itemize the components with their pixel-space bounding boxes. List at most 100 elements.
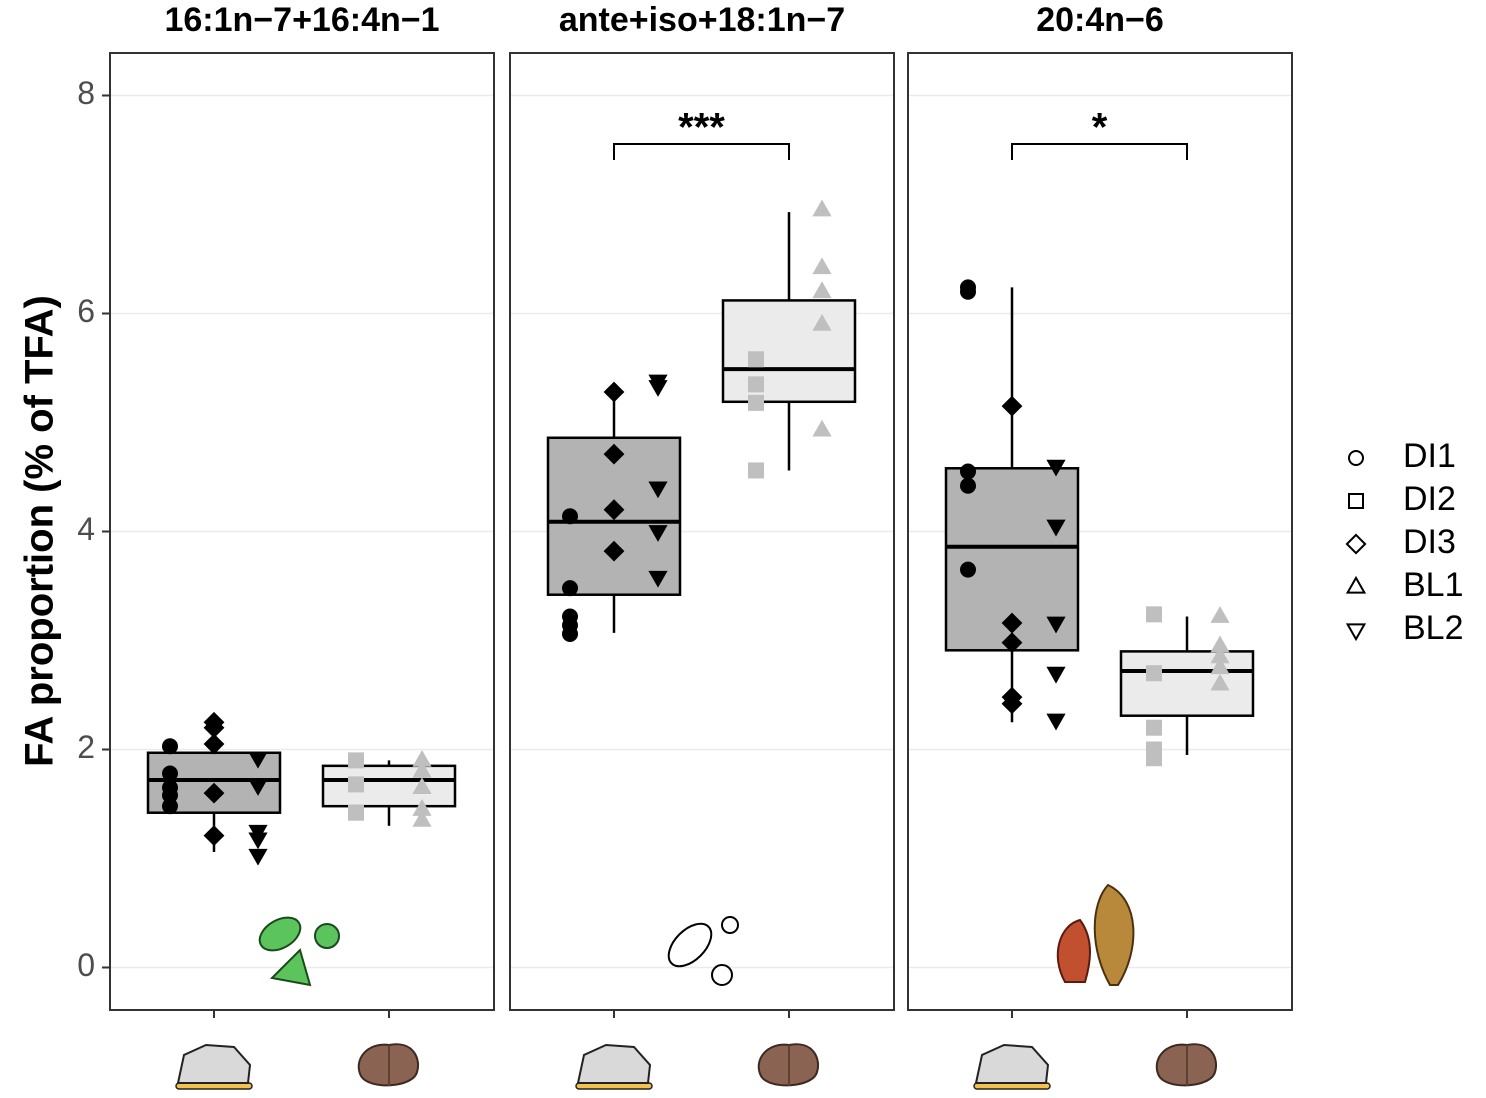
box [321,764,457,808]
point [348,804,364,821]
y-tick-label: 2 [77,729,95,765]
facet-title: 16:1n−7+16:4n−1 [164,1,439,39]
legend-symbol [1345,575,1367,594]
point [1046,616,1066,634]
point [812,281,832,299]
rock-icon [176,1043,252,1084]
legend-label: DI1 [1403,437,1456,475]
point [1210,657,1230,675]
legend-symbol [1345,623,1367,642]
point [1046,459,1066,477]
point [812,199,832,217]
point [248,751,268,769]
legend-label: BL1 [1403,566,1464,604]
panel-border [907,52,1293,1011]
point [1210,606,1230,623]
bacteria-icon [721,916,739,934]
panel-border [509,52,895,1011]
legend-label: DI3 [1403,523,1456,561]
point [203,733,225,755]
point [603,499,625,521]
legend-symbol [1348,450,1364,466]
point [1046,519,1066,537]
rock-icon [974,1043,1050,1084]
point [648,481,668,499]
point [562,508,578,525]
y-tick-label: 8 [77,75,95,111]
bacteria-icon [711,964,733,986]
algae-icon [258,916,302,952]
point [412,777,432,795]
significance-bracket [1011,143,1188,160]
point [412,760,432,778]
point [1146,665,1162,682]
legend-label: DI2 [1403,480,1456,518]
point [412,749,432,767]
point [1146,606,1162,623]
point [1001,632,1023,654]
seaweed-icon [1093,883,1135,986]
point [812,314,832,331]
point [748,462,764,479]
point [812,257,832,275]
point [162,738,178,755]
point [412,799,432,816]
point [1146,750,1162,767]
point [960,463,976,480]
point [648,525,668,542]
point [812,419,832,437]
point [960,283,976,300]
point [1046,666,1066,684]
point [1210,635,1230,653]
significance-bracket [613,143,790,160]
y-tick-label: 4 [77,511,95,547]
point [248,832,268,850]
algae-icon [314,923,340,949]
point [203,782,225,804]
legend-symbol [1345,533,1367,555]
y-tick-label: 6 [77,293,95,329]
point [562,580,578,597]
facet-title: 20:4n−6 [1036,1,1164,39]
point [1146,719,1162,736]
point [348,776,364,793]
significance-label: * [1092,106,1108,150]
point [203,825,225,847]
point [562,625,578,642]
point [1210,673,1230,691]
box [1119,650,1255,717]
point [1001,395,1023,417]
bacteria-icon [667,922,713,968]
y-tick-label: 0 [77,947,95,983]
legend-label: BL2 [1403,609,1464,647]
point [748,376,764,393]
point [162,798,178,815]
point [648,380,668,397]
point [162,765,178,782]
point [748,351,764,368]
point [748,394,764,411]
point [248,779,268,796]
box [721,299,857,404]
point [603,381,625,403]
facet-title: ante+iso+18:1n−7 [559,1,845,39]
legend-symbol [1348,493,1364,509]
point [960,477,976,494]
point [648,570,668,588]
point [1001,612,1023,634]
point [348,752,364,769]
point [960,561,976,578]
rock-icon [576,1043,652,1084]
significance-label: *** [678,106,725,150]
point [248,848,268,866]
point [1210,646,1230,664]
seaweed-icon [1056,918,1091,983]
panel-border [109,52,495,1011]
algae-icon [269,948,312,987]
point [1046,713,1066,731]
y-axis-title: FA proportion (% of TFA) [18,295,62,767]
point [1001,693,1023,715]
point [603,540,625,562]
